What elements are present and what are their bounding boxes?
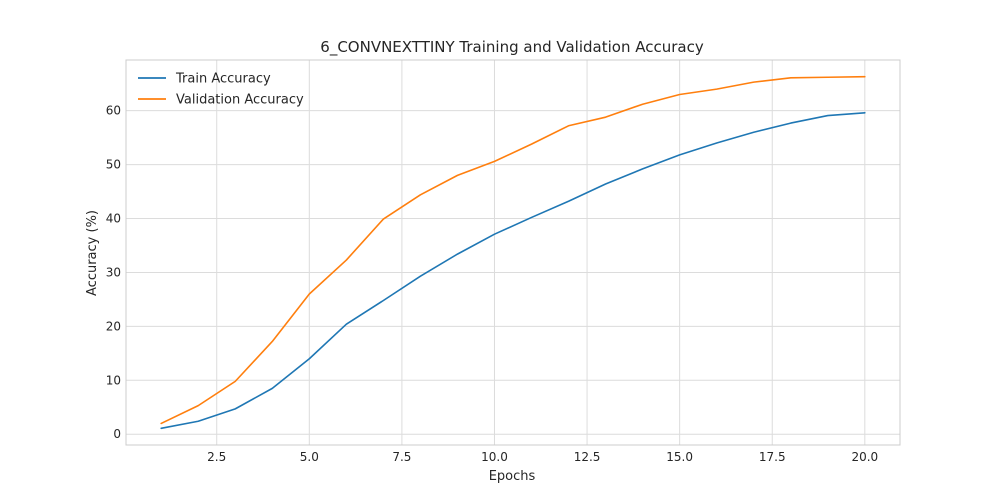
plot-frame [125,59,901,446]
x-tick-label: 10.0 [481,450,508,464]
x-tick-label: 7.5 [392,450,411,464]
train-accuracy-line [160,112,866,430]
y-tick-label: 30 [106,265,121,279]
y-tick-label: 60 [106,104,121,118]
x-axis-label: Epochs [489,469,536,484]
y-gridlines [126,110,900,435]
series-layer [160,75,866,430]
x-gridlines [216,60,866,445]
x-tick-label: 12.5 [574,450,601,464]
x-tick-label: 5.0 [300,450,319,464]
validation-accuracy-line [160,75,866,425]
y-tick-label: 40 [106,212,121,226]
y-tick-label: 10 [106,373,121,387]
y-tick-label: 0 [113,427,121,441]
x-tick-label: 20.0 [851,450,878,464]
x-tick-labels: 2.5 5.0 7.5 10.0 12.5 15.0 17.5 20.0 [207,450,878,464]
y-tick-label: 20 [106,319,121,333]
legend-label-train-accuracy: Train Accuracy [175,72,271,87]
x-tick-label: 17.5 [759,450,786,464]
legend: Train Accuracy Validation Accuracy [138,72,304,108]
x-tick-label: 2.5 [207,450,226,464]
x-tick-label: 15.0 [666,450,693,464]
y-axis-label: Accuracy (%) [85,210,100,296]
chart-title: 6_CONVNEXTTINY Training and Validation A… [320,38,704,57]
legend-label-validation-accuracy: Validation Accuracy [176,93,304,108]
y-tick-label: 50 [106,158,121,172]
y-tick-labels: 0 10 20 30 40 50 60 [106,104,121,442]
